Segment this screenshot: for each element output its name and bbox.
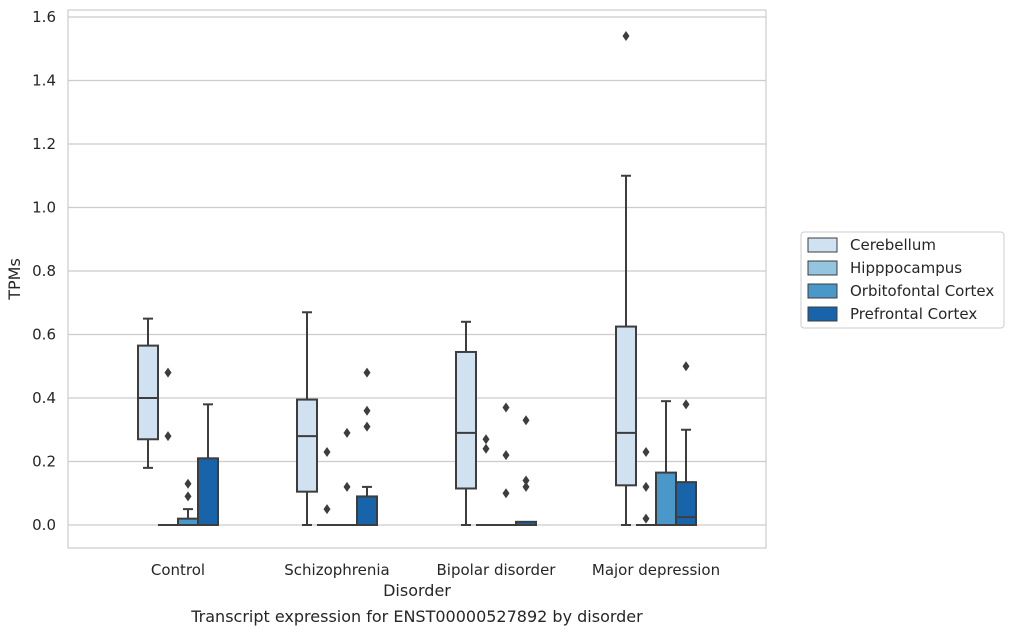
plot-frame	[67, 9, 767, 549]
box-plot-marks	[137, 31, 697, 527]
y-tick-label: 0.8	[32, 262, 56, 280]
outlier-point	[682, 399, 690, 410]
x-tick-label: Bipolar disorder	[437, 561, 557, 579]
y-axis-ticks: 0.0 0.2 0.4 0.6 0.8 1.0 1.2 1.4 1.6	[32, 8, 56, 534]
outlier-point	[323, 504, 331, 515]
box-iqr	[137, 344, 159, 441]
y-tick-label: 1.6	[32, 8, 56, 26]
box-group	[615, 31, 637, 526]
box-group	[515, 415, 537, 527]
legend-swatch	[807, 260, 838, 276]
box-iqr	[296, 398, 318, 493]
box-group	[296, 311, 318, 526]
box-group	[476, 434, 496, 526]
outlier-point	[482, 434, 490, 445]
outlier-point	[522, 481, 530, 492]
outlier-point	[482, 443, 490, 454]
legend-swatch	[807, 283, 838, 299]
y-tick-label: 1.4	[32, 72, 56, 90]
y-tick-label: 1.0	[32, 199, 56, 217]
legend-label: Prefrontal Cortex	[850, 305, 977, 323]
y-tick-label: 0.0	[32, 516, 56, 534]
y-tick-label: 0.4	[32, 389, 56, 407]
outlier-point	[323, 446, 331, 457]
x-axis-label: Disorder	[383, 581, 451, 600]
outlier-point	[642, 446, 650, 457]
outlier-point	[164, 431, 172, 442]
outlier-point	[363, 421, 371, 432]
outlier-point	[682, 361, 690, 372]
outlier-point	[622, 31, 630, 42]
outlier-point	[343, 427, 351, 438]
legend-item: Orbitofontal Cortex	[807, 282, 994, 300]
outlier-point	[502, 488, 510, 499]
box-group	[636, 446, 656, 526]
box-group	[158, 367, 178, 526]
x-tick-label: Control	[151, 561, 205, 579]
box-group	[455, 320, 477, 526]
x-axis-ticks: Control Schizophrenia Bipolar disorder Majo…	[151, 561, 720, 579]
box-group	[675, 361, 697, 527]
box-group	[317, 446, 337, 526]
box-group	[655, 400, 677, 526]
gridlines	[68, 16, 766, 526]
outlier-point	[363, 405, 371, 416]
outlier-point	[184, 478, 192, 489]
box-iqr	[675, 481, 697, 527]
legend-item: Prefrontal Cortex	[807, 305, 977, 323]
box-group	[356, 367, 378, 526]
box-iqr	[655, 471, 677, 526]
legend-swatch	[807, 306, 838, 322]
chart-caption: Transcript expression for ENST0000052789…	[190, 607, 643, 626]
x-tick-label: Schizophrenia	[284, 561, 389, 579]
legend-item: Cerebellum	[807, 236, 936, 254]
outlier-point	[642, 513, 650, 524]
y-axis-label: TPMs	[5, 258, 24, 301]
outlier-point	[642, 481, 650, 492]
outlier-point	[502, 450, 510, 461]
box-group	[197, 403, 219, 527]
box-iqr	[615, 325, 637, 487]
x-tick-label: Major depression	[592, 561, 720, 579]
legend-label: Hipppocampus	[850, 259, 962, 277]
outlier-point	[522, 415, 530, 426]
legend-item: Hipppocampus	[807, 259, 962, 277]
outlier-point	[363, 367, 371, 378]
box-iqr	[356, 495, 378, 526]
box-group	[177, 478, 199, 527]
y-tick-label: 1.2	[32, 135, 56, 153]
legend-swatch	[807, 237, 838, 253]
box-iqr	[197, 457, 219, 527]
legend-frame	[800, 231, 1005, 329]
box-group	[137, 317, 159, 469]
legend-label: Orbitofontal Cortex	[850, 282, 994, 300]
y-tick-label: 0.2	[32, 453, 56, 471]
box-group	[496, 402, 516, 526]
y-tick-label: 0.6	[32, 326, 56, 344]
outlier-point	[164, 367, 172, 378]
box-group	[337, 427, 357, 526]
outlier-point	[502, 402, 510, 413]
legend-label: Cerebellum	[850, 236, 936, 254]
outlier-point	[343, 481, 351, 492]
outlier-point	[522, 475, 530, 486]
outlier-point	[184, 491, 192, 502]
box-iqr	[455, 350, 477, 490]
legend: Cerebellum Hipppocampus Orbitofontal Corte…	[800, 231, 1005, 329]
